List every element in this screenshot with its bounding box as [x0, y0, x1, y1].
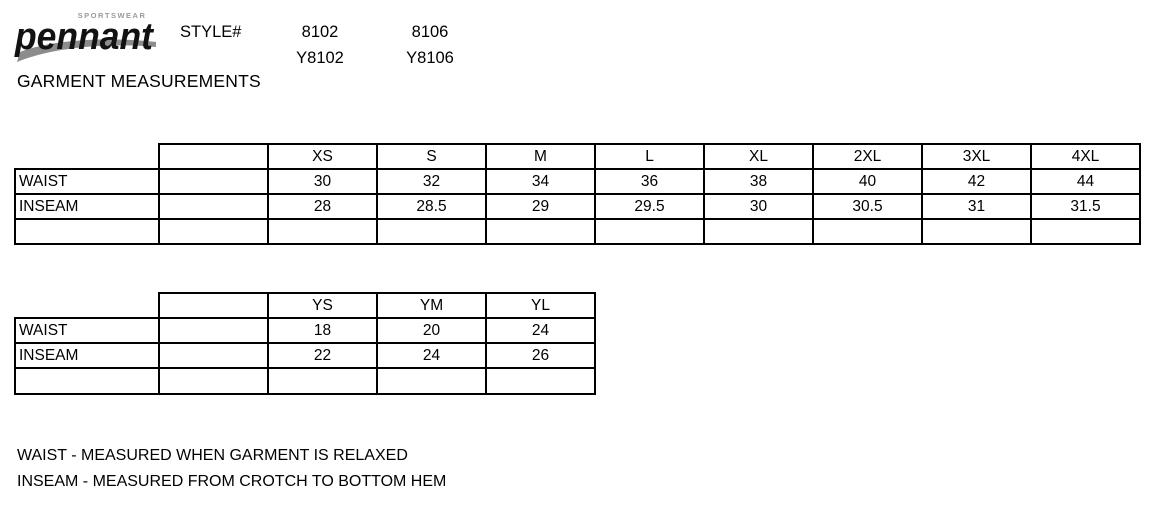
blank-cell [158, 168, 269, 195]
waist-value: 40 [812, 168, 923, 195]
blank-cell [267, 367, 378, 395]
youth-empty-row [14, 367, 596, 395]
inseam-value: 30 [703, 193, 814, 220]
blank-cell [485, 367, 596, 395]
blank-cell [14, 218, 160, 245]
blank-cell [485, 218, 596, 245]
inseam-value: 30.5 [812, 193, 923, 220]
logo-tagline-text: SPORTSWEAR [78, 11, 147, 20]
inseam-value: 28 [267, 193, 378, 220]
size-header-ym: YM [376, 292, 487, 319]
row-label-waist: WAIST [14, 317, 160, 344]
size-header-3xl: 3XL [921, 143, 1032, 170]
row-label-inseam: INSEAM [14, 193, 160, 220]
adult-inseam-row: INSEAM 28 28.5 29 29.5 30 30.5 31 31.5 [14, 193, 1141, 220]
adult-waist-row: WAIST 30 32 34 36 38 40 42 44 [14, 168, 1141, 195]
header-spacer-cell [15, 144, 159, 169]
waist-value: 42 [921, 168, 1032, 195]
blank-cell [158, 367, 269, 395]
youth-waist-row: WAIST 18 20 24 [14, 317, 596, 344]
inseam-value: 31 [921, 193, 1032, 220]
inseam-value: 31.5 [1030, 193, 1141, 220]
size-header-s: S [376, 143, 487, 170]
waist-value: 34 [485, 168, 596, 195]
size-header-m: M [485, 143, 596, 170]
inseam-value: 26 [485, 342, 596, 369]
youth-size-header-row: YS YM YL [15, 292, 596, 319]
style-number-youth: Y8106 [406, 49, 454, 67]
size-header-4xl: 4XL [1030, 143, 1141, 170]
adult-size-table: XS S M L XL 2XL 3XL 4XL WAIST 30 32 34 3… [14, 143, 1141, 245]
waist-value: 20 [376, 317, 487, 344]
note-waist: WAIST - MEASURED WHEN GARMENT IS RELAXED [17, 447, 408, 464]
style-number-label: STYLE# [180, 23, 242, 41]
waist-value: 44 [1030, 168, 1141, 195]
row-label-inseam: INSEAM [14, 342, 160, 369]
inseam-value: 29 [485, 193, 596, 220]
pennant-logo-image: SPORTSWEAR pennant [14, 11, 156, 62]
blank-cell [158, 317, 269, 344]
style-number-adult: 8102 [301, 23, 339, 41]
header-spacer-cell [15, 293, 159, 318]
youth-size-table: YS YM YL WAIST 18 20 24 INSEAM 22 24 26 [14, 292, 596, 395]
waist-value: 24 [485, 317, 596, 344]
inseam-value: 22 [267, 342, 378, 369]
logo-swoosh-shape [17, 39, 156, 62]
blank-header-cell [158, 292, 269, 319]
blank-cell [376, 367, 487, 395]
blank-cell [158, 193, 269, 220]
blank-cell [921, 218, 1032, 245]
note-inseam: INSEAM - MEASURED FROM CROTCH TO BOTTOM … [17, 473, 447, 490]
page-title: GARMENT MEASUREMENTS [17, 71, 261, 91]
size-header-ys: YS [267, 292, 378, 319]
waist-value: 18 [267, 317, 378, 344]
blank-cell [376, 218, 487, 245]
style-column-8106: 8106 Y8106 [380, 19, 480, 71]
row-label-waist: WAIST [14, 168, 160, 195]
adult-size-header-row: XS S M L XL 2XL 3XL 4XL [15, 143, 1141, 170]
size-header-2xl: 2XL [812, 143, 923, 170]
blank-cell [14, 367, 160, 395]
blank-cell [267, 218, 378, 245]
pennant-logo: SPORTSWEAR pennant [12, 6, 162, 66]
blank-cell [158, 342, 269, 369]
inseam-value: 29.5 [594, 193, 705, 220]
size-header-yl: YL [485, 292, 596, 319]
inseam-value: 24 [376, 342, 487, 369]
blank-cell [703, 218, 814, 245]
waist-value: 38 [703, 168, 814, 195]
waist-value: 36 [594, 168, 705, 195]
size-header-xl: XL [703, 143, 814, 170]
youth-inseam-row: INSEAM 22 24 26 [14, 342, 596, 369]
style-number-adult: 8106 [411, 23, 449, 41]
size-header-l: L [594, 143, 705, 170]
inseam-value: 28.5 [376, 193, 487, 220]
adult-empty-row [14, 218, 1141, 245]
style-column-8102: 8102 Y8102 [270, 19, 370, 71]
blank-cell [594, 218, 705, 245]
logo-brand-text: pennant [14, 16, 154, 58]
blank-cell [812, 218, 923, 245]
size-header-xs: XS [267, 143, 378, 170]
blank-cell [1030, 218, 1141, 245]
measurement-notes: WAIST - MEASURED WHEN GARMENT IS RELAXED… [17, 443, 446, 495]
waist-value: 32 [376, 168, 487, 195]
style-number-youth: Y8102 [296, 49, 344, 67]
blank-cell [158, 218, 269, 245]
waist-value: 30 [267, 168, 378, 195]
blank-header-cell [158, 143, 269, 170]
